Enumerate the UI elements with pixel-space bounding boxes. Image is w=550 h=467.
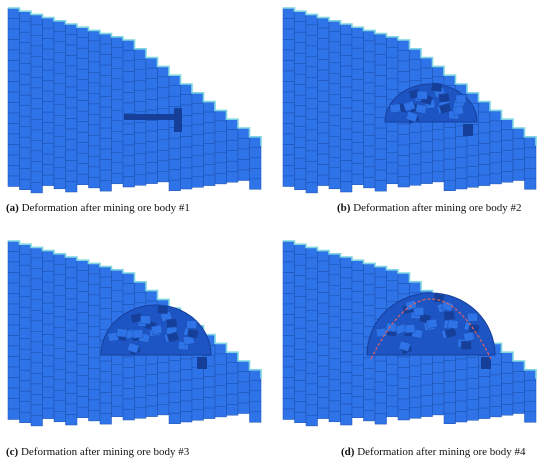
pressure-arch-line [370,298,492,360]
caption-b-text: Deformation after mining ore body #2 [353,202,522,214]
panel-b [281,4,547,194]
cavity-wall [174,108,182,132]
deformation-model-c [7,240,262,427]
caption-c-text: Deformation after mining ore body #3 [20,446,190,458]
panel-d [281,237,547,427]
collapse-block [481,357,491,369]
caption-b-letter: (b) [337,202,351,214]
caption-d: (d) Deformation after mining ore body #4 [341,446,526,458]
caption-c: (c) Deformation after mining ore body #3 [6,446,189,458]
deformation-model-a [7,7,262,194]
deformation-model-b [282,7,537,194]
caption-b: (b) Deformation after mining ore body #2 [337,202,522,214]
caption-a: (a) Deformation after mining ore body #1 [6,202,190,214]
collapse-block [197,357,207,369]
deformation-model-d [282,240,537,427]
caption-c-letter: (c) [6,446,19,458]
collapse-block [463,124,473,136]
caption-a-letter: (a) [6,202,19,214]
caption-a-text: Deformation after mining ore body #1 [21,202,190,214]
caption-d-text: Deformation after mining ore body #4 [357,446,526,458]
caption-d-letter: (d) [341,446,355,458]
panel-a [6,4,272,194]
panel-c [6,237,272,427]
block-grid [7,7,262,194]
cavity-zone [124,114,176,120]
